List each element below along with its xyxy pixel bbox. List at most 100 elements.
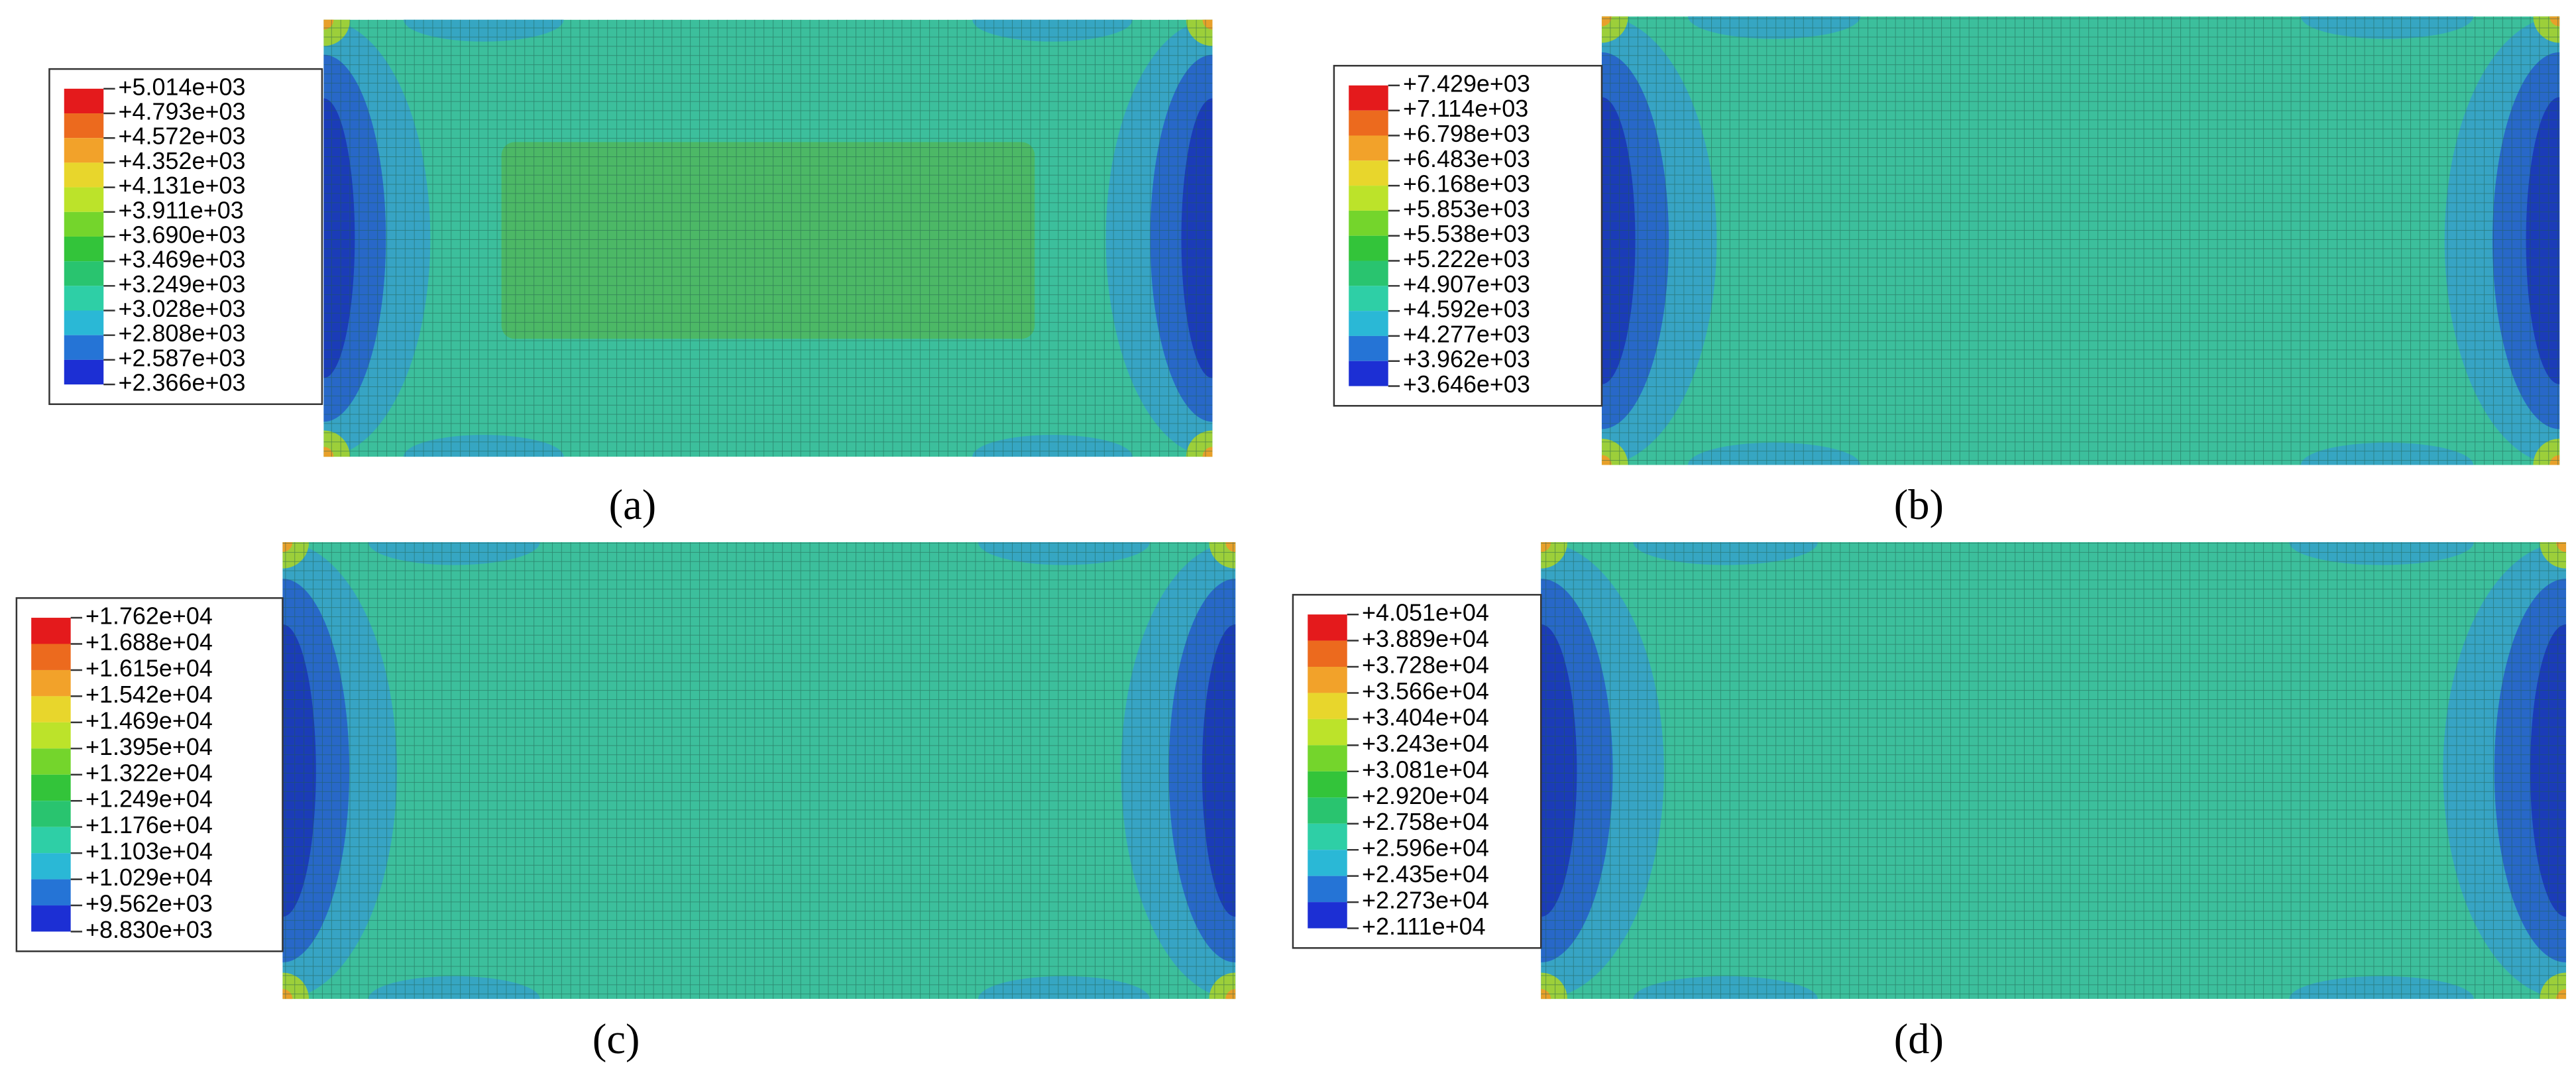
legend-label: +6.168e+03 [1403, 170, 1530, 198]
legend-swatch [64, 335, 104, 360]
panel-label: (b) [1894, 481, 1944, 528]
legend-swatch [31, 722, 71, 749]
legend-swatch [31, 774, 71, 801]
legend-label: +1.615e+04 [85, 654, 213, 681]
legend-swatch [1308, 693, 1347, 719]
legend-swatch [31, 879, 71, 906]
legend-label: +3.646e+03 [1403, 371, 1530, 398]
panel: +7.429e+03+7.114e+03+6.798e+03+6.483e+03… [1333, 16, 2560, 528]
legend-swatch [1349, 210, 1388, 236]
legend-swatch [1308, 666, 1347, 693]
legend-label: +2.596e+04 [1362, 834, 1489, 862]
legend-label: +1.469e+04 [85, 707, 213, 734]
legend-label: +4.907e+03 [1403, 270, 1530, 298]
legend-label: +5.538e+03 [1403, 220, 1530, 247]
legend-label: +1.103e+04 [85, 838, 213, 865]
legend-swatch [31, 801, 71, 827]
legend-label: +5.222e+03 [1403, 245, 1530, 272]
panel: +5.014e+03+4.793e+03+4.572e+03+4.352e+03… [48, 19, 1213, 528]
legend-swatch [64, 113, 104, 139]
plate [282, 542, 1236, 1000]
legend-label: +3.469e+03 [119, 246, 246, 273]
legend-swatch [1308, 823, 1347, 850]
legend-swatch [1308, 797, 1347, 824]
legend-label: +8.830e+03 [85, 916, 213, 943]
legend-label: +1.322e+04 [85, 759, 213, 786]
legend-label: +7.114e+03 [1403, 95, 1528, 122]
legend-label: +2.273e+04 [1362, 887, 1489, 914]
legend-swatch [31, 905, 71, 932]
legend-swatch [1349, 361, 1388, 386]
legend-swatch [1308, 745, 1347, 772]
legend-label: +4.592e+03 [1403, 296, 1530, 323]
legend-swatch [1349, 235, 1388, 261]
legend-label: +2.587e+03 [119, 344, 246, 371]
legend-label: +5.853e+03 [1403, 195, 1530, 222]
legend-swatch [1349, 85, 1388, 111]
legend-label: +3.404e+04 [1362, 703, 1489, 730]
legend-label: +3.243e+04 [1362, 730, 1489, 757]
legend-swatch [1349, 311, 1388, 336]
legend-swatch [64, 162, 104, 188]
legend-label: +1.249e+04 [85, 785, 213, 813]
legend-label: +3.028e+03 [119, 295, 246, 322]
legend-swatch [1349, 110, 1388, 136]
legend-label: +1.176e+04 [85, 811, 213, 838]
legend-label: +6.483e+03 [1403, 145, 1530, 172]
mesh [282, 542, 1236, 1000]
legend-label: +3.962e+03 [1403, 345, 1530, 372]
legend-label: +4.572e+03 [119, 123, 246, 150]
plate [1541, 542, 2567, 1000]
legend-swatch [1308, 771, 1347, 798]
legend-label: +5.014e+03 [119, 73, 246, 100]
legend-swatch [64, 211, 104, 237]
legend-label: +3.566e+04 [1362, 677, 1489, 705]
legend-label: +3.889e+04 [1362, 625, 1489, 652]
legend-swatch [31, 644, 71, 670]
legend-swatch [31, 669, 71, 697]
legend-swatch [64, 236, 104, 262]
legend-label: +4.131e+03 [119, 172, 246, 199]
legend-swatch [64, 359, 104, 385]
legend-swatch [1349, 186, 1388, 211]
legend-label: +7.429e+03 [1403, 70, 1530, 97]
legend-swatch [1308, 640, 1347, 667]
legend-swatch [64, 310, 104, 335]
legend-label: +2.111e+04 [1362, 913, 1486, 940]
legend-swatch [1349, 160, 1388, 186]
legend-label: +9.562e+03 [85, 890, 213, 917]
legend-swatch [1349, 260, 1388, 286]
plate [323, 19, 1213, 457]
legend-label: +4.793e+03 [119, 98, 246, 125]
legend-swatch [31, 853, 71, 880]
legend-swatch [1349, 335, 1388, 361]
panel: +1.762e+04+1.688e+04+1.615e+04+1.542e+04… [15, 542, 1236, 1062]
legend-swatch [1308, 850, 1347, 876]
legend-label: +1.029e+04 [85, 864, 213, 891]
mesh [1601, 16, 2560, 465]
legend-swatch [31, 827, 71, 854]
legend-label: +2.435e+04 [1362, 860, 1489, 887]
legend-label: +2.366e+03 [119, 369, 246, 396]
mesh [323, 19, 1213, 457]
legend-label: +1.762e+04 [85, 602, 213, 630]
legend-label: +6.798e+03 [1403, 120, 1530, 147]
mesh [1541, 542, 2567, 1000]
legend-label: +2.920e+04 [1362, 782, 1489, 809]
legend-label: +3.911e+03 [119, 196, 244, 223]
legend-label: +2.758e+04 [1362, 808, 1489, 835]
legend-label: +3.690e+03 [119, 221, 246, 248]
panel-label: (a) [609, 481, 657, 528]
legend-swatch [1308, 614, 1347, 641]
legend-swatch [31, 748, 71, 775]
legend-label: +2.808e+03 [119, 319, 246, 347]
legend-swatch [31, 696, 71, 722]
legend-swatch [64, 261, 104, 286]
legend-swatch [64, 187, 104, 212]
legend-swatch [1308, 718, 1347, 746]
legend-swatch [1349, 286, 1388, 312]
legend-label: +1.542e+04 [85, 681, 213, 708]
legend-swatch [1349, 135, 1388, 161]
